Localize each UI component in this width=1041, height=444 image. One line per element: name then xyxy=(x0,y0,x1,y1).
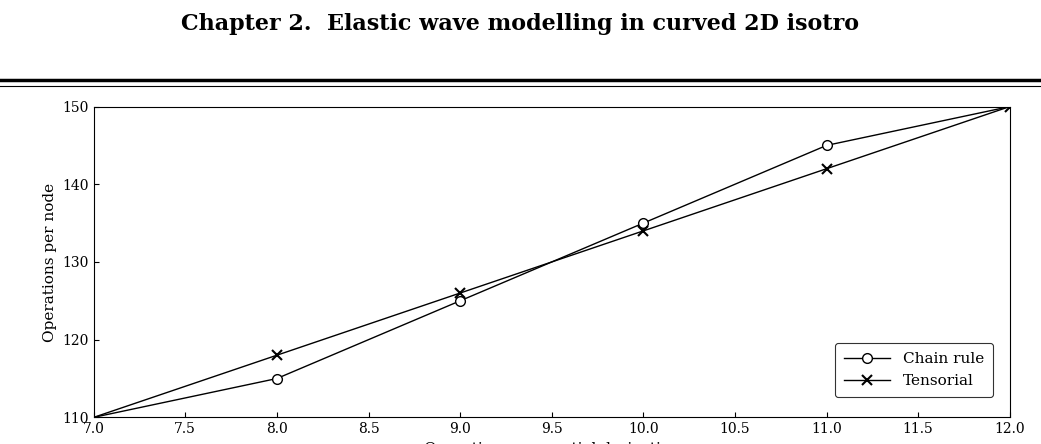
Text: Chapter 2.  Elastic wave modelling in curved 2D isotro: Chapter 2. Elastic wave modelling in cur… xyxy=(181,13,860,36)
Y-axis label: Operations per node: Operations per node xyxy=(43,182,57,341)
Legend: Chain rule, Tensorial: Chain rule, Tensorial xyxy=(835,343,993,397)
X-axis label: Operations per partial derivative: Operations per partial derivative xyxy=(425,442,679,444)
